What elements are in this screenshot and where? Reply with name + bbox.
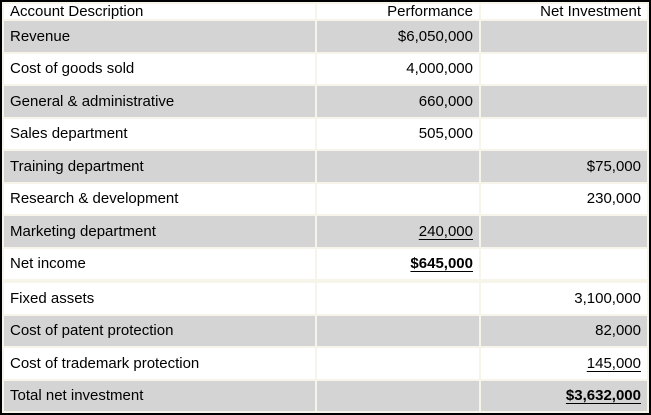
performance-cell: [317, 183, 479, 214]
net-investment-cell: 145,000: [481, 348, 647, 379]
account-cell: Total net investment: [4, 380, 315, 411]
net-investment-cell: [481, 86, 647, 117]
header-row: Account Description Performance Net Inve…: [4, 4, 647, 19]
table-body: Revenue $6,050,000 Cost of goods sold 4,000…: [4, 21, 647, 411]
account-cell: Marketing department: [4, 216, 315, 247]
account-cell: Cost of goods sold: [4, 53, 315, 84]
account-cell: Fixed assets: [4, 283, 315, 314]
performance-cell: [317, 315, 479, 346]
net-investment-cell: 82,000: [481, 315, 647, 346]
table-row: Marketing department 240,000: [4, 216, 647, 247]
account-cell: Revenue: [4, 21, 315, 52]
performance-cell: 505,000: [317, 118, 479, 149]
performance-cell: [317, 380, 479, 411]
table-row: Total net investment $3,632,000: [4, 380, 647, 411]
account-cell: Cost of trademark protection: [4, 348, 315, 379]
table-row: Net income $645,000: [4, 248, 647, 279]
performance-cell: 660,000: [317, 86, 479, 117]
table-row: Cost of patent protection 82,000: [4, 315, 647, 346]
net-investment-cell: $75,000: [481, 151, 647, 182]
performance-cell: 240,000: [317, 216, 479, 247]
account-cell: General & administrative: [4, 86, 315, 117]
net-investment-cell: $3,632,000: [481, 380, 647, 411]
table-row: Cost of goods sold 4,000,000: [4, 53, 647, 84]
account-cell: Net income: [4, 248, 315, 279]
net-investment-cell: [481, 118, 647, 149]
column-header-performance: Performance: [317, 4, 479, 19]
column-header-net-investment: Net Investment: [481, 4, 647, 19]
account-cell: Training department: [4, 151, 315, 182]
column-header-account-description: Account Description: [4, 4, 315, 19]
table-row: Revenue $6,050,000: [4, 21, 647, 52]
net-investment-cell: 230,000: [481, 183, 647, 214]
net-investment-cell: [481, 216, 647, 247]
table-row: General & administrative 660,000: [4, 86, 647, 117]
net-investment-cell: [481, 248, 647, 279]
account-cell: Research & development: [4, 183, 315, 214]
performance-cell: 4,000,000: [317, 53, 479, 84]
net-investment-cell: 3,100,000: [481, 283, 647, 314]
net-investment-cell: [481, 53, 647, 84]
table-row: Research & development 230,000: [4, 183, 647, 214]
performance-cell: $645,000: [317, 248, 479, 279]
table-row: Training department $75,000: [4, 151, 647, 182]
table-row: Cost of trademark protection 145,000: [4, 348, 647, 379]
table-row: Fixed assets 3,100,000: [4, 283, 647, 314]
account-cell: Cost of patent protection: [4, 315, 315, 346]
table-row: Sales department 505,000: [4, 118, 647, 149]
performance-cell: [317, 348, 479, 379]
performance-cell: [317, 151, 479, 182]
performance-cell: $6,050,000: [317, 21, 479, 52]
performance-cell: [317, 283, 479, 314]
account-cell: Sales department: [4, 118, 315, 149]
net-investment-cell: [481, 21, 647, 52]
